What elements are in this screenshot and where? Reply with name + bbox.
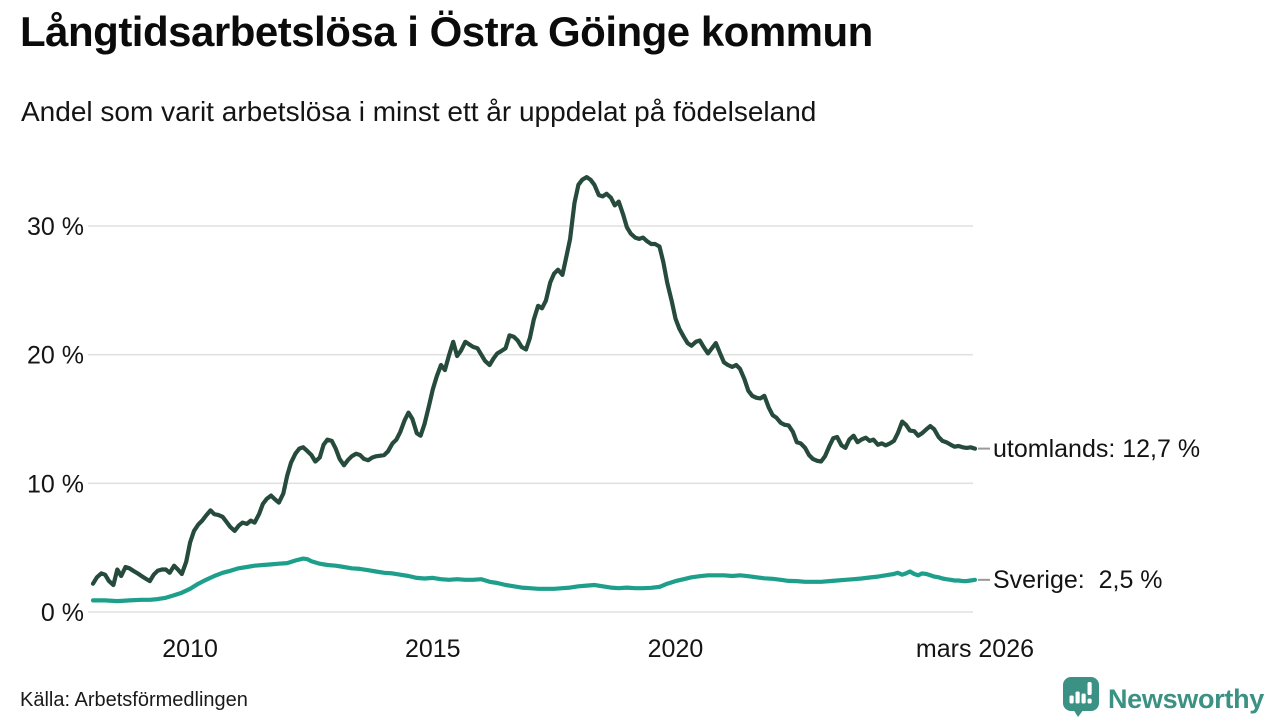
x-axis-tick-label: 2015 [405, 635, 461, 663]
page-subtitle: Andel som varit arbetslösa i minst ett å… [21, 96, 817, 127]
series-end-label-sverige: Sverige: 2,5 % [993, 565, 1163, 594]
page-title: Långtidsarbetslösa i Östra Göinge kommun [20, 8, 873, 55]
x-axis-tick-label: mars 2026 [916, 635, 1034, 663]
y-axis-tick-label: 0 % [41, 599, 84, 627]
brand-name: Newsworthy [1107, 684, 1264, 714]
series-line-Sverige [90, 556, 978, 604]
y-axis-tick-label: 30 % [27, 213, 84, 241]
source-credit: Källa: Arbetsförmedlingen [20, 689, 248, 711]
series-line-utomlands [90, 175, 978, 588]
newsworthy-logo-icon [1062, 676, 1100, 720]
y-axis-tick-label: 10 % [27, 470, 84, 498]
y-axis-tick-label: 20 % [27, 342, 84, 370]
x-axis-tick-label: 2020 [648, 635, 704, 663]
x-axis-tick-label: 2010 [162, 635, 218, 663]
brand-lockup: Newsworthy [1062, 676, 1264, 720]
series-end-label-utomlands: utomlands: 12,7 % [993, 434, 1201, 463]
